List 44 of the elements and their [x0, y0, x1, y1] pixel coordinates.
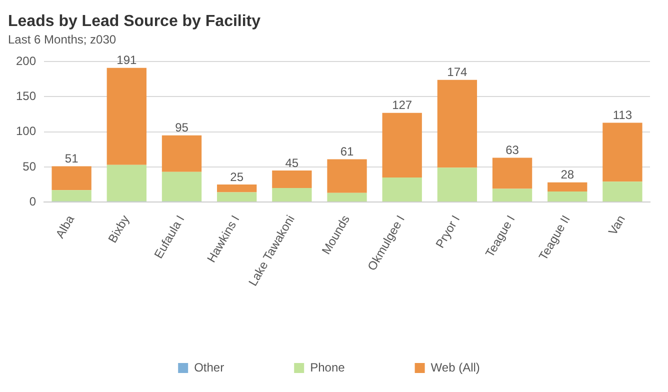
- legend-label: Web (All): [430, 360, 480, 374]
- total-label: 95: [175, 120, 189, 135]
- total-label: 25: [230, 170, 244, 184]
- total-label: 51: [64, 152, 79, 166]
- total-label: 127: [392, 98, 412, 112]
- total-label: 174: [447, 65, 468, 80]
- y-tick-label: 100: [16, 124, 36, 138]
- y-tick-label: 0: [29, 194, 36, 208]
- bar: [437, 80, 478, 168]
- x-tick-label: Van: [606, 212, 628, 238]
- bar: [162, 172, 202, 202]
- total-label: 63: [506, 143, 520, 158]
- bar: [106, 68, 146, 165]
- bar: [327, 159, 367, 193]
- bar: [272, 188, 312, 202]
- y-tick-label: 200: [16, 54, 36, 68]
- bar: [52, 166, 92, 190]
- bar: [437, 168, 478, 202]
- bar: [382, 112, 422, 178]
- bar: [602, 182, 642, 202]
- bar: [52, 190, 92, 202]
- bar: [327, 192, 367, 202]
- chart-subtitle: Last 6 Months; z030: [8, 32, 116, 47]
- total-label: 191: [116, 53, 137, 68]
- total-label: 61: [340, 144, 354, 159]
- bar: [272, 170, 312, 188]
- bar: [162, 135, 202, 172]
- total-label: 45: [285, 156, 299, 170]
- bar: [217, 184, 257, 192]
- bar: [217, 192, 257, 202]
- y-tick-label: 150: [16, 89, 36, 104]
- chart-title: Leads by Lead Source by Facility: [8, 13, 261, 30]
- legend-label: Phone: [310, 360, 346, 374]
- bar: [548, 192, 588, 202]
- bar: [106, 164, 146, 202]
- bar: [492, 188, 532, 202]
- y-tick-label: 50: [22, 159, 36, 174]
- total-label: 28: [560, 168, 574, 182]
- bar: [492, 158, 532, 189]
- legend-label: Other: [194, 360, 224, 374]
- bar: [548, 182, 588, 192]
- total-label: 113: [612, 108, 632, 122]
- bar: [382, 177, 422, 202]
- bar: [602, 122, 642, 182]
